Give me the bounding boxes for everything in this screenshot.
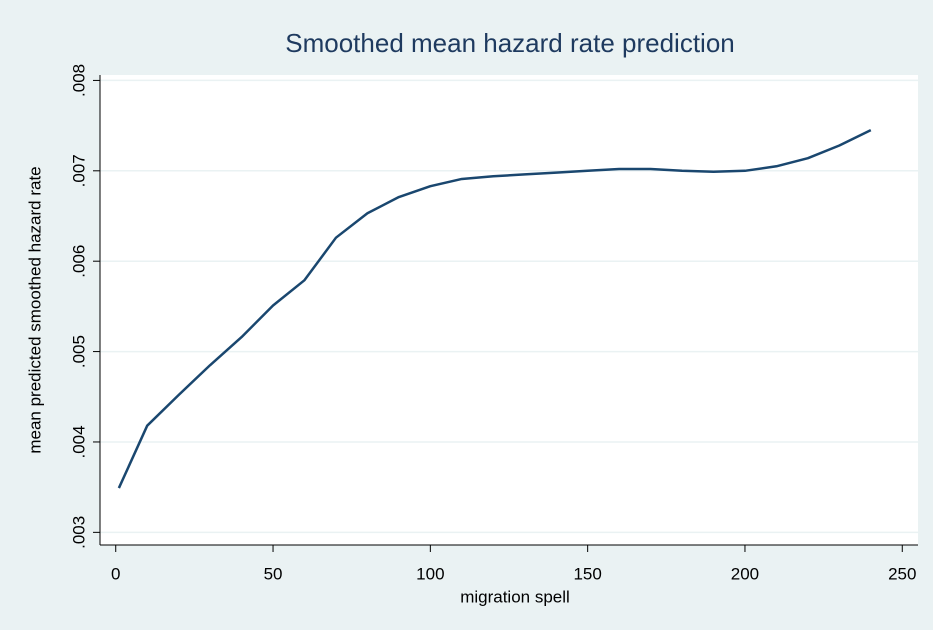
y-axis-label: mean predicted smoothed hazard rate — [25, 166, 44, 453]
plot-area — [100, 75, 918, 545]
x-tick-label: 100 — [416, 564, 444, 583]
x-tick-label: 50 — [264, 564, 283, 583]
x-tick-label: 200 — [731, 564, 759, 583]
y-tick-label: .007 — [69, 154, 88, 187]
y-tick-label: .004 — [69, 425, 88, 458]
chart-title: Smoothed mean hazard rate prediction — [285, 28, 735, 58]
x-tick-label: 0 — [111, 564, 120, 583]
x-tick-label: 250 — [888, 564, 916, 583]
y-tick-label: .003 — [69, 516, 88, 549]
x-axis-label: migration spell — [460, 587, 570, 606]
y-tick-label: .006 — [69, 245, 88, 278]
line — [117, 129, 872, 489]
y-tick-label: .005 — [69, 335, 88, 368]
x-tick-label: 150 — [573, 564, 601, 583]
y-tick-label: .008 — [69, 64, 88, 97]
